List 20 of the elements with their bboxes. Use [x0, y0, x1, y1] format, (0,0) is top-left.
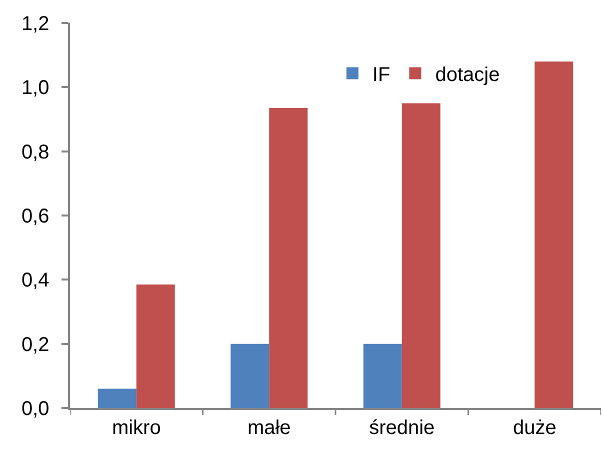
x-tick-label: mikro: [112, 416, 161, 439]
bar: [230, 344, 270, 408]
y-tick-label: 0,6: [21, 206, 50, 228]
x-tick-label: małe: [247, 416, 291, 439]
y-tick-label: 0,2: [21, 334, 50, 356]
bar: [402, 103, 440, 408]
legend-label: IF: [372, 64, 390, 86]
bar: [98, 388, 136, 408]
x-tick-label: średnie: [369, 416, 435, 439]
x-tick-label: duże: [512, 416, 556, 439]
bar: [363, 344, 402, 408]
y-tick-label: 0,0: [21, 398, 50, 420]
y-tick-label: 0,8: [21, 141, 50, 164]
bar: [534, 62, 574, 408]
y-tick-label: 1,0: [21, 77, 50, 100]
y-tick-label: 1,2: [21, 13, 50, 35]
legend-label: dotacje: [435, 64, 500, 86]
bar: [269, 108, 308, 408]
bar: [136, 284, 175, 408]
y-tick-label: 0,4: [21, 270, 50, 292]
